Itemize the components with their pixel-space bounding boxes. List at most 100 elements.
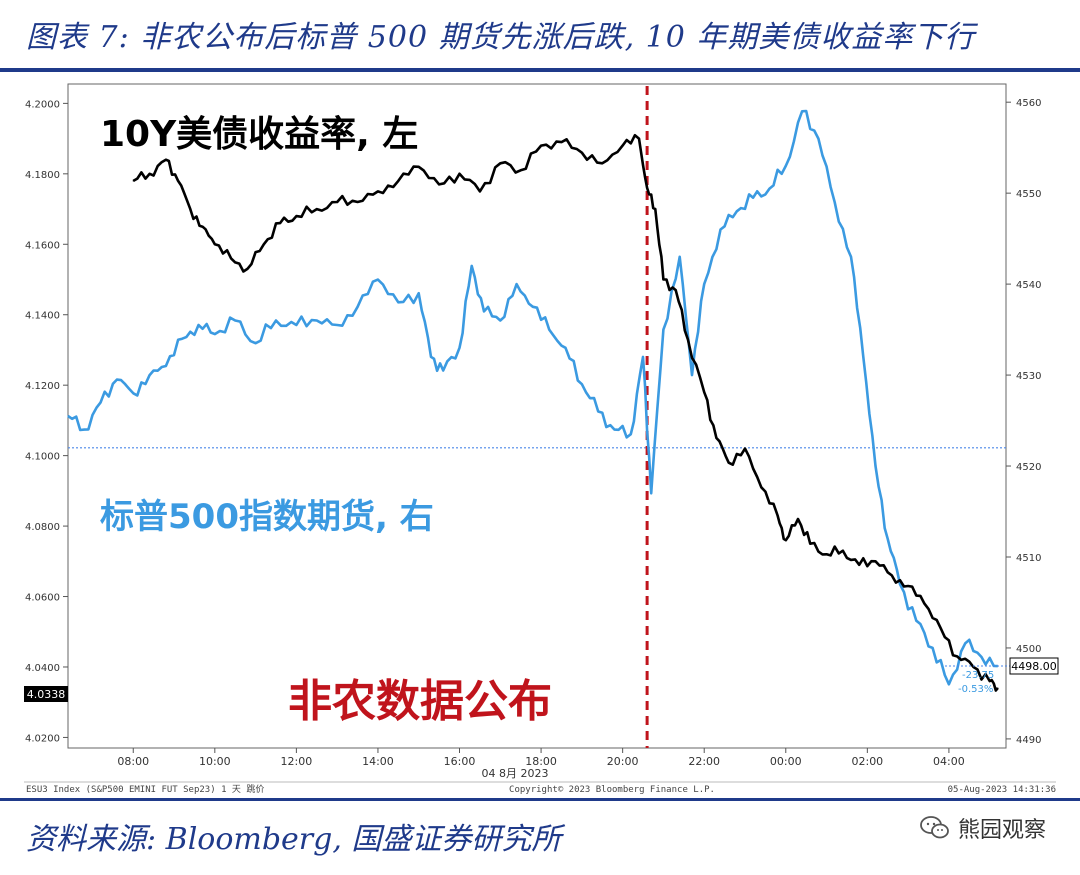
- futures-point: [887, 538, 889, 540]
- futures-point: [165, 365, 167, 367]
- yield-point: [246, 268, 249, 270]
- futures-point: [703, 283, 705, 285]
- yield-point: [316, 208, 318, 210]
- futures-point: [483, 310, 485, 312]
- yield-point: [785, 539, 787, 541]
- futures-point: [980, 656, 983, 658]
- right-tick-label: 4530: [1016, 371, 1041, 382]
- futures-point: [377, 278, 379, 281]
- futures-point: [197, 324, 200, 326]
- yield-point: [638, 137, 640, 140]
- futures-point: [442, 369, 444, 372]
- title-divider: [0, 68, 1080, 72]
- left-tick-label: 4.1400: [25, 311, 60, 322]
- futures-point: [630, 433, 632, 435]
- yield-point: [675, 289, 677, 291]
- wechat-icon: [920, 816, 949, 839]
- yield-point: [842, 550, 844, 552]
- x-tick-label: 02:00: [851, 755, 883, 768]
- yield-point: [458, 173, 461, 175]
- yield-point: [263, 243, 265, 245]
- yield-point: [940, 627, 942, 629]
- futures-point: [148, 374, 151, 376]
- left-tick-label: 4.1600: [25, 240, 60, 251]
- terminal-ticker: ESU3 Index (S&P500 EMINI FUT Sep23) 1 天 …: [26, 783, 264, 795]
- brand-name: 熊园观察: [957, 818, 1046, 843]
- series-points: [67, 110, 999, 689]
- yield-point: [797, 518, 799, 520]
- futures-point: [679, 256, 681, 258]
- release-annotation: 非农数据公布: [288, 676, 552, 727]
- yield-point: [997, 687, 999, 689]
- right-axis: 4560 4550 4540 4530 4520 4510 4500 4490: [1006, 98, 1041, 746]
- left-tick-label: 4.0200: [25, 733, 60, 744]
- futures-point: [691, 374, 693, 376]
- x-date-label: 04 8月 2023: [482, 767, 549, 780]
- yield-point: [907, 585, 909, 587]
- x-tick-label: 18:00: [525, 755, 557, 768]
- yield-point: [728, 462, 730, 464]
- right-tick-label: 4560: [1016, 98, 1041, 109]
- right-tick-label: 4510: [1016, 553, 1041, 564]
- yield-point: [923, 602, 926, 605]
- futures-change-pct: -0.53%: [958, 684, 993, 695]
- yield-point: [809, 543, 811, 545]
- x-tick-label: 20:00: [607, 755, 639, 768]
- futures-point: [642, 356, 644, 358]
- futures-point: [931, 647, 934, 649]
- right-tick-label: 4550: [1016, 189, 1041, 200]
- yield-point: [715, 437, 718, 439]
- futures-point: [255, 342, 257, 344]
- yield-point: [646, 187, 648, 189]
- source-note: 资料来源: Bloomberg, 国盛证券研究所: [26, 822, 562, 857]
- yield-point: [760, 486, 762, 488]
- plot-frame: [67, 83, 1007, 749]
- futures-point: [613, 429, 616, 431]
- yield-point: [989, 680, 991, 682]
- yield-point: [520, 169, 522, 171]
- yield-point: [438, 183, 440, 185]
- futures-point: [181, 338, 183, 340]
- left-tick-label: 4.0800: [25, 522, 60, 533]
- page-title: 图表 7: 非农公布后标普 500 期货先涨后跌, 10 年期美债收益率下行: [26, 20, 976, 55]
- futures-point: [397, 301, 399, 303]
- yield-point: [560, 141, 563, 143]
- yield-point: [956, 655, 958, 658]
- futures-point: [662, 328, 665, 331]
- yield-point: [148, 173, 151, 175]
- futures-point: [275, 319, 277, 322]
- futures-point: [430, 356, 432, 358]
- left-tick-label: 4.1000: [25, 452, 60, 463]
- source-divider: [0, 798, 1080, 801]
- futures-point: [874, 465, 877, 467]
- yield-point: [662, 278, 665, 281]
- yield-point: [189, 208, 191, 210]
- futures-point: [564, 347, 567, 349]
- yield-point: [744, 447, 746, 450]
- futures-point: [499, 319, 501, 322]
- left-tick-label: 4.0400: [25, 663, 60, 674]
- futures-point: [752, 197, 754, 199]
- left-tick-label: 4.2000: [25, 99, 60, 110]
- futures-point: [597, 410, 599, 413]
- right-tick-label: 4520: [1016, 462, 1041, 473]
- terminal-copyright: Copyright© 2023 Bloomberg Finance L.P.: [509, 785, 715, 795]
- futures-point: [785, 165, 787, 167]
- right-tick-label: 4500: [1016, 644, 1041, 655]
- futures-point: [116, 379, 118, 381]
- futures-point: [817, 137, 820, 140]
- futures-point: [295, 324, 297, 326]
- futures-point: [850, 256, 852, 258]
- yield-point: [891, 574, 893, 576]
- futures-point: [834, 201, 836, 203]
- yield-point: [356, 201, 359, 203]
- yield-point: [165, 159, 167, 161]
- x-tick-label: 16:00: [444, 755, 476, 768]
- futures-change: -23.75: [962, 670, 994, 681]
- yield-point: [214, 243, 216, 245]
- futures-point: [100, 401, 102, 403]
- yield-point: [972, 666, 974, 668]
- futures-point: [132, 392, 134, 394]
- yield-series-label: 10Y美债收益率, 左: [100, 114, 418, 155]
- yield-point: [777, 514, 779, 517]
